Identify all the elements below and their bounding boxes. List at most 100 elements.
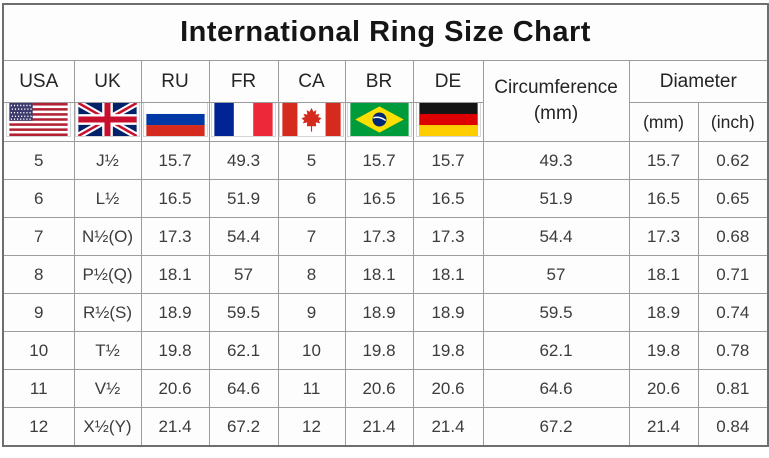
- col-header-ru: RU: [140, 60, 210, 103]
- cell-ru: 18.1: [140, 255, 210, 294]
- cell-br: 15.7: [344, 141, 414, 180]
- cell-ca: 8: [277, 255, 346, 294]
- col-header-ca: CA: [277, 60, 346, 103]
- cell-circumference: 57: [482, 255, 630, 294]
- ring-size-table: International Ring Size Chart USA UK RU …: [2, 3, 769, 447]
- cell-fr: 64.6: [208, 369, 279, 408]
- col-header-br: BR: [344, 60, 414, 103]
- cell-diameter-inch: 0.71: [697, 255, 769, 294]
- col-header-diameter: Diameter: [628, 60, 769, 103]
- ru-flag-cell: [140, 102, 210, 142]
- cell-usa: 6: [2, 179, 75, 218]
- cell-de: 15.7: [412, 141, 484, 180]
- cell-uk: R½(S): [73, 293, 142, 332]
- cell-uk: T½: [73, 331, 142, 370]
- col-header-diameter-inch: (inch): [697, 102, 769, 142]
- cell-de: 18.9: [412, 293, 484, 332]
- cell-de: 21.4: [412, 407, 484, 447]
- cell-fr: 49.3: [208, 141, 279, 180]
- cell-ru: 20.6: [140, 369, 210, 408]
- circumference-label: Circumference: [494, 77, 618, 99]
- cell-uk: V½: [73, 369, 142, 408]
- cell-br: 18.9: [344, 293, 414, 332]
- cell-circumference: 51.9: [482, 179, 630, 218]
- cell-diameter-inch: 0.81: [697, 369, 769, 408]
- cell-circumference: 54.4: [482, 217, 630, 256]
- table-row: 10 T½ 19.8 62.1 10 19.8 19.8 62.1 19.8 0…: [2, 331, 769, 370]
- cell-ca: 12: [277, 407, 346, 447]
- cell-ru: 17.3: [140, 217, 210, 256]
- cell-uk: X½(Y): [73, 407, 142, 447]
- cell-fr: 51.9: [208, 179, 279, 218]
- cell-diameter-mm: 18.9: [628, 293, 699, 332]
- circumference-unit: (mm): [533, 103, 579, 124]
- fr-flag-icon: [211, 103, 276, 137]
- cell-diameter-mm: 16.5: [628, 179, 699, 218]
- col-header-fr: FR: [208, 60, 279, 103]
- cell-circumference: 49.3: [482, 141, 630, 180]
- cell-ca: 7: [277, 217, 346, 256]
- table-row: 9 R½(S) 18.9 59.5 9 18.9 18.9 59.5 18.9 …: [2, 293, 769, 332]
- cell-uk: N½(O): [73, 217, 142, 256]
- cell-br: 16.5: [344, 179, 414, 218]
- cell-diameter-mm: 15.7: [628, 141, 699, 180]
- cell-fr: 59.5: [208, 293, 279, 332]
- ca-flag-icon: [279, 103, 344, 137]
- col-header-usa: USA: [2, 60, 75, 103]
- cell-ru: 18.9: [140, 293, 210, 332]
- de-flag-cell: [412, 102, 484, 142]
- cell-diameter-inch: 0.74: [697, 293, 769, 332]
- uk-flag-cell: [73, 102, 142, 142]
- cell-ca: 10: [277, 331, 346, 370]
- ca-flag-cell: [277, 102, 346, 142]
- cell-ru: 15.7: [140, 141, 210, 180]
- cell-fr: 57: [208, 255, 279, 294]
- usa-flag-cell: [2, 102, 75, 142]
- cell-usa: 8: [2, 255, 75, 294]
- col-header-de: DE: [412, 60, 484, 103]
- cell-circumference: 64.6: [482, 369, 630, 408]
- fr-flag-cell: [208, 102, 279, 142]
- cell-br: 17.3: [344, 217, 414, 256]
- cell-diameter-mm: 21.4: [628, 407, 699, 447]
- usa-flag-icon: [6, 103, 72, 137]
- table-row: 7 N½(O) 17.3 54.4 7 17.3 17.3 54.4 17.3 …: [2, 217, 769, 256]
- cell-diameter-inch: 0.65: [697, 179, 769, 218]
- cell-uk: J½: [73, 141, 142, 180]
- country-codes-row: USA UK RU FR CA BR DE Circumference (mm)…: [2, 60, 769, 142]
- cell-diameter-mm: 19.8: [628, 331, 699, 370]
- cell-uk: L½: [73, 179, 142, 218]
- cell-fr: 67.2: [208, 407, 279, 447]
- cell-ru: 21.4: [140, 407, 210, 447]
- table-row: 11 V½ 20.6 64.6 11 20.6 20.6 64.6 20.6 0…: [2, 369, 769, 408]
- cell-ru: 16.5: [140, 179, 210, 218]
- cell-diameter-mm: 20.6: [628, 369, 699, 408]
- cell-ca: 5: [277, 141, 346, 180]
- cell-circumference: 67.2: [482, 407, 630, 447]
- br-flag-icon: [346, 103, 412, 137]
- ru-flag-icon: [142, 103, 208, 137]
- table-row: 6 L½ 16.5 51.9 6 16.5 16.5 51.9 16.5 0.6…: [2, 179, 769, 218]
- cell-de: 16.5: [412, 179, 484, 218]
- cell-fr: 54.4: [208, 217, 279, 256]
- cell-de: 18.1: [412, 255, 484, 294]
- cell-diameter-inch: 0.62: [697, 141, 769, 180]
- table-row: 5 J½ 15.7 49.3 5 15.7 15.7 49.3 15.7 0.6…: [2, 141, 769, 180]
- title-row: International Ring Size Chart: [2, 3, 769, 61]
- cell-ca: 6: [277, 179, 346, 218]
- cell-diameter-mm: 17.3: [628, 217, 699, 256]
- cell-usa: 10: [2, 331, 75, 370]
- cell-usa: 9: [2, 293, 75, 332]
- cell-diameter-inch: 0.68: [697, 217, 769, 256]
- de-flag-icon: [415, 103, 481, 137]
- page-title: International Ring Size Chart: [2, 3, 769, 61]
- cell-usa: 11: [2, 369, 75, 408]
- cell-br: 20.6: [344, 369, 414, 408]
- cell-br: 19.8: [344, 331, 414, 370]
- col-header-diameter-mm: (mm): [628, 102, 699, 142]
- cell-uk: P½(Q): [73, 255, 142, 294]
- col-header-circumference: Circumference (mm): [482, 60, 630, 142]
- cell-br: 18.1: [344, 255, 414, 294]
- cell-usa: 12: [2, 407, 75, 447]
- cell-de: 19.8: [412, 331, 484, 370]
